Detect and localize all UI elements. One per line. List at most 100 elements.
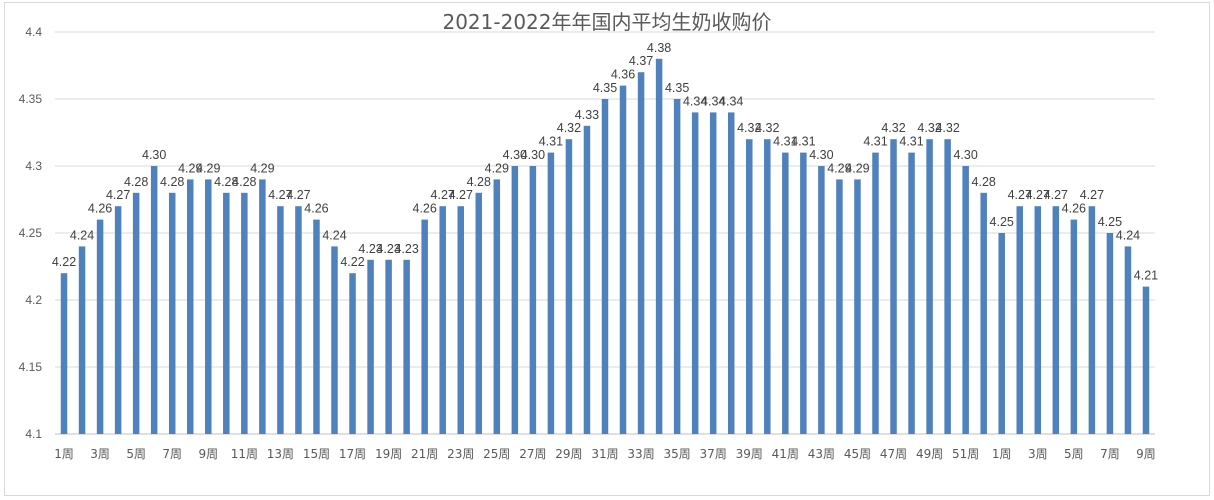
data-label: 4.30 (809, 148, 833, 162)
data-label: 4.23 (358, 242, 382, 256)
data-label: 4.28 (160, 175, 184, 189)
x-tick-label: 3周 (1028, 447, 1048, 461)
bar (764, 139, 771, 434)
bar (529, 166, 537, 434)
chart-title: 2021-2022年年国内平均生奶收购价 (442, 10, 772, 34)
data-label: 4.32 (935, 121, 959, 135)
bar (727, 112, 735, 435)
x-tick-label: 15周 (303, 447, 330, 461)
data-label: 4.27 (106, 188, 130, 202)
bar (114, 206, 122, 434)
bar (547, 152, 555, 434)
data-label: 4.27 (449, 188, 473, 202)
bar (854, 179, 861, 434)
data-label: 4.29 (196, 161, 220, 175)
data-label: 4.28 (467, 175, 491, 189)
data-label: 4.26 (413, 202, 437, 216)
bar (980, 192, 987, 434)
data-label: 4.29 (827, 161, 851, 175)
bar (331, 246, 338, 434)
data-label: 4.31 (791, 135, 815, 149)
x-tick-label: 43周 (808, 447, 835, 461)
x-tick-label: 5周 (126, 447, 146, 461)
x-tick-label: 23周 (447, 447, 474, 461)
bar (998, 233, 1005, 434)
data-label: 4.32 (737, 121, 761, 135)
data-label: 4.28 (972, 175, 996, 189)
data-label: 4.30 (521, 148, 545, 162)
data-label: 4.22 (340, 255, 364, 269)
data-label: 4.32 (755, 121, 779, 135)
bar (475, 192, 483, 434)
y-axis-ticks: 4.1 4.15 4.2 4.25 4.3 4.35 4.4 (19, 25, 43, 441)
y-tick-label: 4.1 (25, 427, 42, 441)
data-label: 4.34 (683, 94, 707, 108)
bar (150, 166, 158, 434)
bar (619, 85, 627, 434)
data-label: 4.35 (593, 81, 617, 95)
data-label: 4.25 (990, 215, 1014, 229)
bar (493, 179, 501, 434)
data-label: 4.24 (1116, 228, 1140, 242)
data-label: 4.29 (845, 161, 869, 175)
x-tick-label: 1周 (992, 447, 1012, 461)
x-tick-label: 41周 (772, 447, 799, 461)
y-tick-label: 4.35 (19, 92, 43, 106)
bar (944, 139, 951, 434)
data-label: 4.24 (70, 228, 94, 242)
data-label: 4.31 (863, 135, 887, 149)
data-label: 4.25 (1098, 215, 1122, 229)
bar (295, 206, 302, 434)
data-label: 4.27 (1044, 188, 1068, 202)
y-tick-label: 4.15 (19, 360, 43, 374)
data-label: 4.34 (701, 94, 725, 108)
data-label: 4.22 (52, 255, 76, 269)
x-tick-label: 39周 (736, 447, 763, 461)
data-label: 4.26 (304, 202, 328, 216)
bar (673, 99, 681, 434)
y-tick-label: 4.4 (25, 25, 42, 39)
data-label: 4.23 (376, 242, 400, 256)
bar (205, 179, 212, 434)
x-tick-label: 27周 (519, 447, 546, 461)
data-label: 4.37 (629, 54, 653, 68)
x-axis-ticks: 1周 3周 5周 7周 9周 11周 13周 15周 17周 19周 21周 23周 25周 27周 29周… (54, 447, 1156, 461)
data-label: 4.30 (142, 148, 166, 162)
x-tick-label: 19周 (375, 447, 402, 461)
bar (186, 179, 194, 434)
data-label: 4.26 (88, 202, 112, 216)
data-label: 4.24 (322, 228, 346, 242)
bar (836, 179, 843, 434)
bar (223, 192, 230, 434)
data-label: 4.29 (178, 161, 202, 175)
bar (259, 179, 266, 434)
x-tick-label: 9周 (198, 447, 218, 461)
bar (637, 72, 645, 434)
bar (385, 259, 392, 434)
data-label: 4.38 (647, 41, 671, 55)
bar (132, 192, 140, 434)
x-tick-label: 1周 (54, 447, 74, 461)
data-label: 4.27 (1026, 188, 1050, 202)
data-label: 4.34 (719, 94, 743, 108)
bar (277, 206, 284, 434)
bar (96, 219, 104, 434)
data-label: 4.36 (611, 68, 635, 82)
bar (421, 219, 428, 434)
bar (60, 273, 68, 434)
bar (1070, 219, 1078, 434)
bar (800, 152, 807, 434)
bar (439, 206, 446, 434)
x-tick-label: 17周 (339, 447, 366, 461)
data-label: 4.35 (665, 81, 689, 95)
bar (818, 166, 825, 434)
bar (403, 259, 410, 434)
bar (565, 139, 573, 434)
data-labels: 4.224.244.264.274.284.304.284.294.294.28… (52, 41, 1158, 283)
bar (709, 112, 717, 435)
data-label: 4.32 (917, 121, 941, 135)
bar (1124, 246, 1132, 434)
data-label: 4.27 (1080, 188, 1104, 202)
x-tick-label: 35周 (663, 447, 690, 461)
data-label: 4.23 (394, 242, 418, 256)
